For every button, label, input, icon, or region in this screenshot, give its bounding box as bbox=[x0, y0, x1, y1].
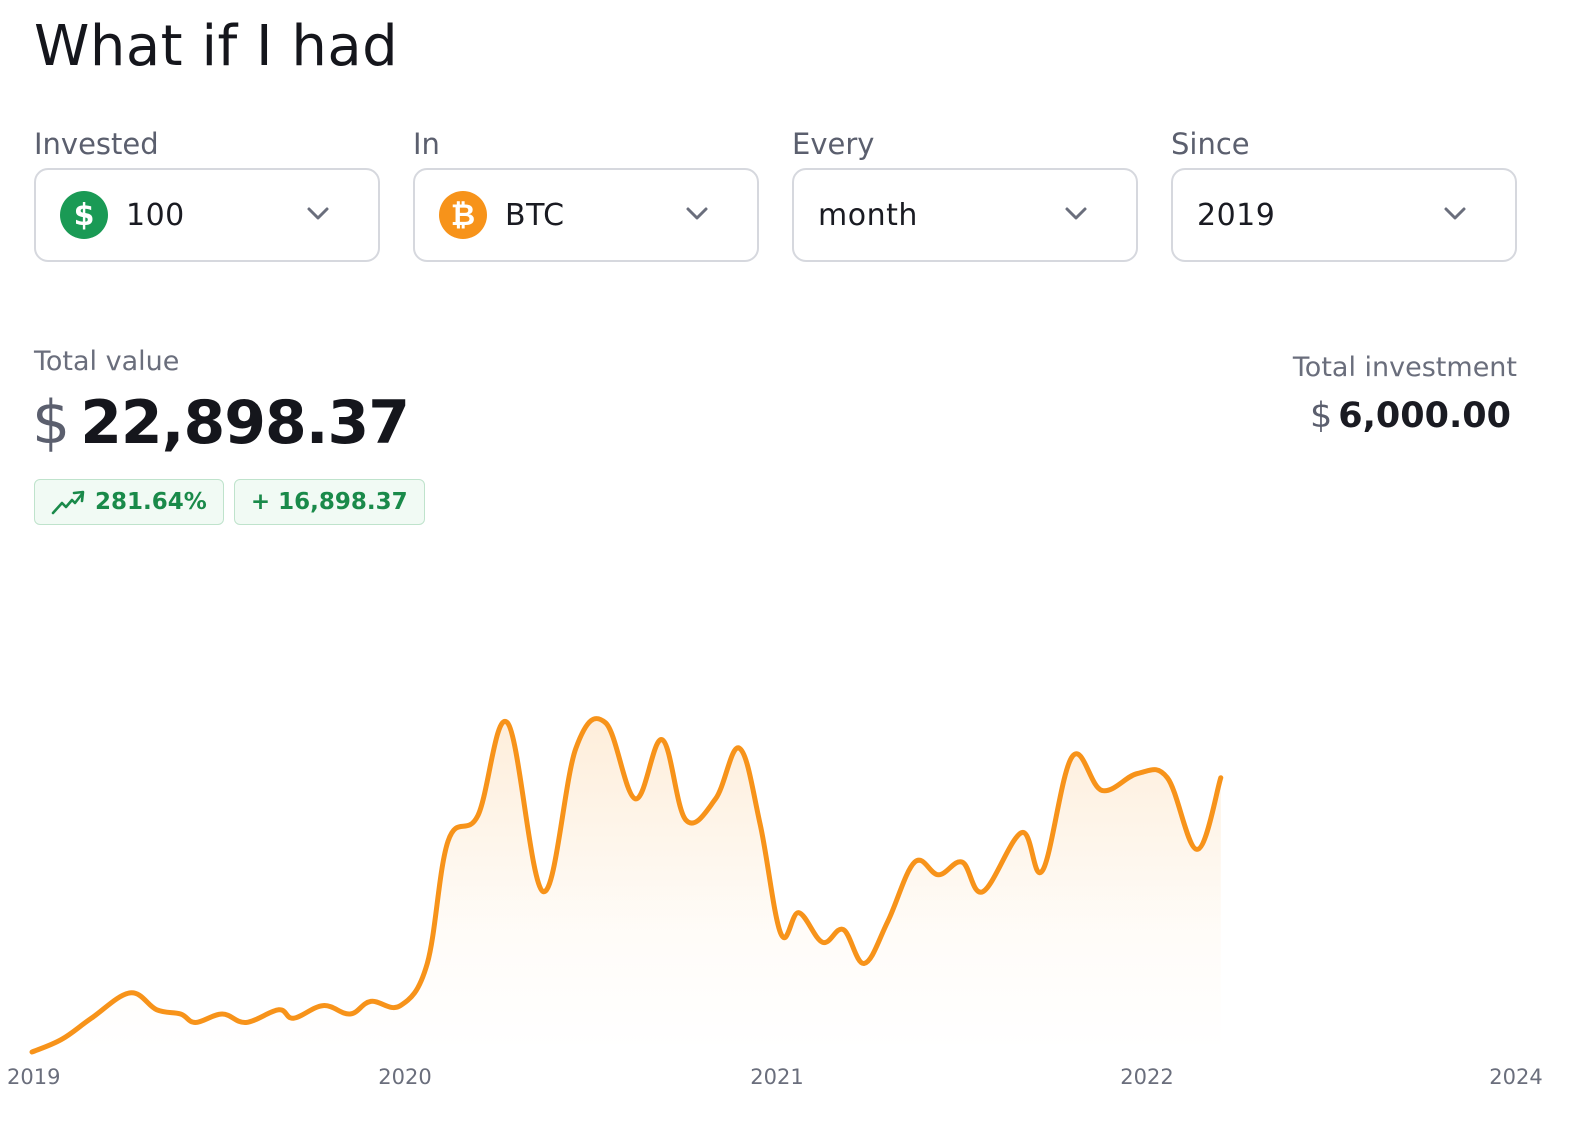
chevron-down-icon bbox=[307, 207, 329, 220]
invested-label: Invested bbox=[34, 127, 159, 161]
asset-label: In bbox=[413, 127, 440, 161]
since-dropdown[interactable]: 2019 bbox=[1171, 168, 1517, 262]
absolute-change-value: + 16,898.37 bbox=[250, 489, 408, 515]
chevron-down-icon bbox=[686, 207, 708, 220]
dollar-coin-icon: $ bbox=[60, 191, 108, 239]
asset-value: BTC bbox=[505, 197, 565, 233]
total-investment-label: Total investment bbox=[1292, 352, 1517, 383]
total-value: $ 22,898.37 bbox=[32, 388, 410, 458]
total-investment-currency: $ bbox=[1310, 396, 1333, 436]
invested-selector: Invested $ 100 bbox=[34, 124, 380, 262]
x-axis-tick-label: 2020 bbox=[378, 1065, 431, 1089]
total-value-label: Total value bbox=[34, 346, 180, 377]
chevron-down-icon bbox=[1065, 207, 1087, 220]
value-chart: 2019 2020 2021 2022 2024 bbox=[7, 716, 1543, 1089]
percent-change-value: 281.64% bbox=[95, 489, 207, 515]
absolute-change-badge: + 16,898.37 bbox=[233, 479, 425, 525]
since-selector: Since 2019 bbox=[1171, 124, 1517, 262]
x-axis-tick-label: 2019 bbox=[7, 1065, 60, 1089]
asset-dropdown[interactable]: ₿ BTC bbox=[413, 168, 759, 262]
asset-selector: In ₿ BTC bbox=[413, 124, 759, 262]
total-investment: $6,000.00 bbox=[1310, 396, 1511, 436]
change-badges: 281.64% + 16,898.37 bbox=[34, 479, 425, 525]
frequency-label: Every bbox=[792, 127, 875, 161]
invested-dropdown[interactable]: $ 100 bbox=[34, 168, 380, 262]
invested-value: 100 bbox=[126, 197, 185, 233]
chevron-down-icon bbox=[1444, 207, 1466, 220]
chart-area-fill bbox=[32, 718, 1221, 1052]
since-value: 2019 bbox=[1197, 197, 1276, 233]
frequency-selector: Every month bbox=[792, 124, 1138, 262]
x-axis-tick-label: 2024 bbox=[1489, 1065, 1542, 1089]
percent-change-badge: 281.64% bbox=[34, 479, 224, 525]
page-title: What if I had bbox=[34, 14, 399, 79]
x-axis-tick-label: 2022 bbox=[1120, 1065, 1173, 1089]
frequency-dropdown[interactable]: month bbox=[792, 168, 1138, 262]
total-investment-amount: 6,000.00 bbox=[1338, 396, 1511, 436]
trending-up-icon bbox=[51, 490, 85, 515]
total-value-amount: 22,898.37 bbox=[80, 388, 410, 458]
selector-row: Invested $ 100 In ₿ BTC Every month Sinc bbox=[34, 124, 1517, 262]
chart-line-series bbox=[29, 716, 1224, 1055]
x-axis-tick-label: 2021 bbox=[750, 1065, 803, 1089]
frequency-value: month bbox=[818, 197, 918, 233]
bitcoin-icon: ₿ bbox=[439, 191, 487, 239]
total-value-currency: $ bbox=[32, 388, 71, 458]
since-label: Since bbox=[1171, 127, 1250, 161]
